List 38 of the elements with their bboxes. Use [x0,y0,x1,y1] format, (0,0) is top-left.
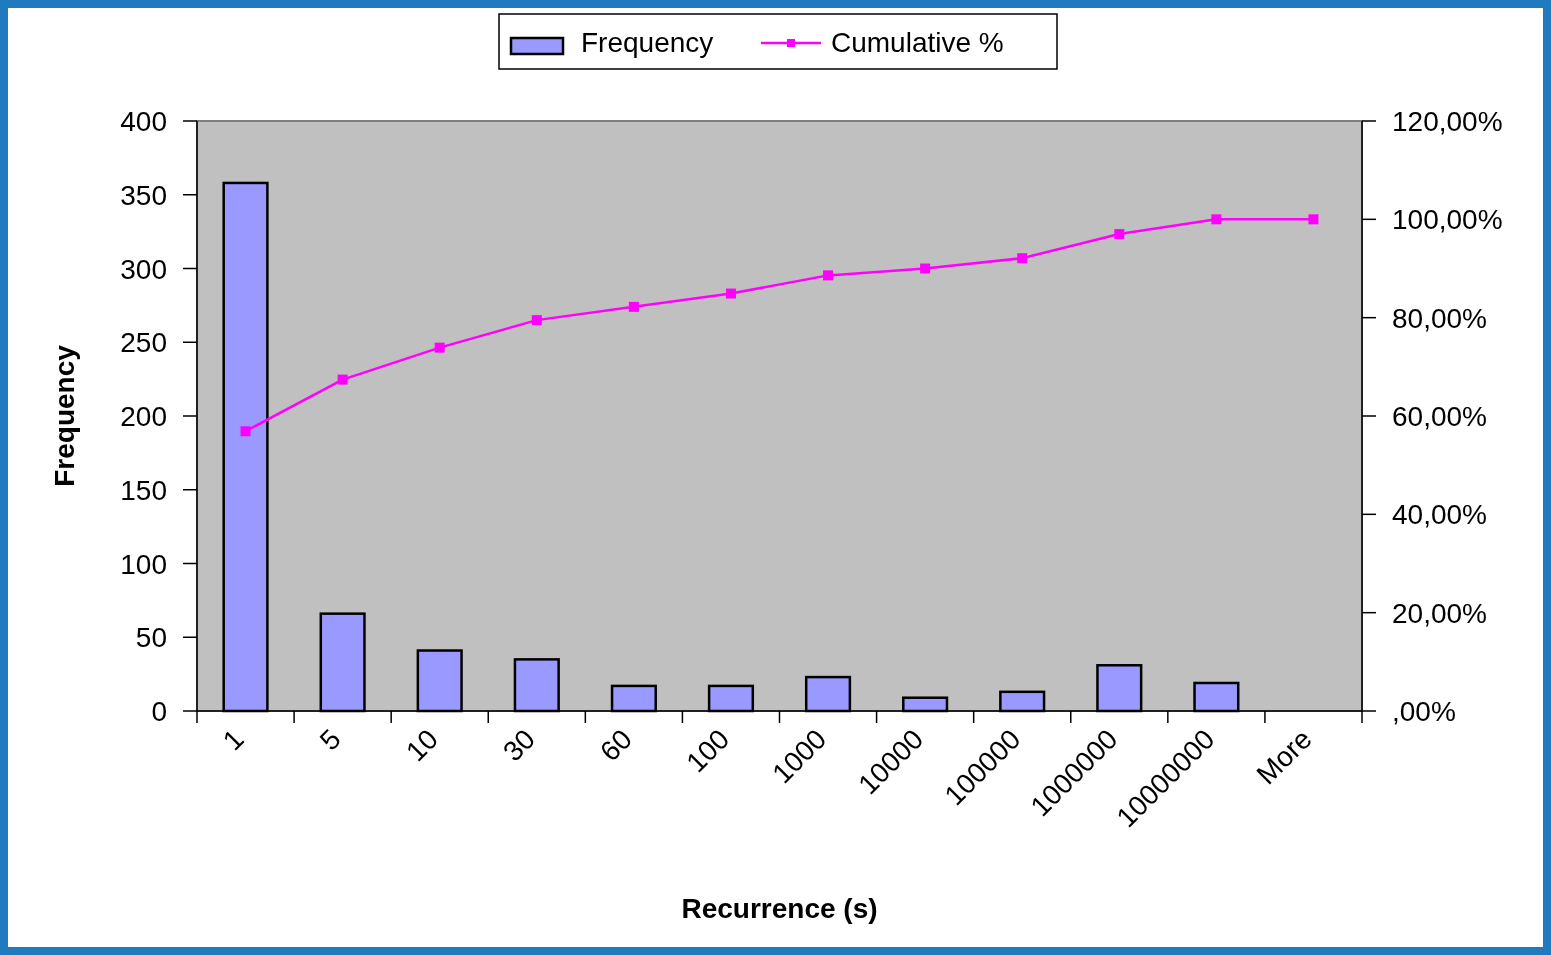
y2-tick-label: 20,00% [1392,597,1487,629]
y-tick-label: 350 [120,179,167,211]
y-tick-label: 250 [120,327,167,359]
y-axis-title: Frequency [49,344,80,487]
point [920,263,931,274]
y2-tick-label: 40,00% [1392,499,1487,531]
y-tick-label: 50 [135,622,167,654]
y-tick-label: 200 [120,401,167,432]
point [823,270,834,281]
y-tick-label: 400 [120,106,167,137]
point [1114,229,1125,240]
point [240,426,251,437]
x-tick-label: 10 [400,723,444,768]
point [1017,253,1028,264]
x-tick-label: 60 [594,723,639,768]
legend-label: Frequency [581,27,714,58]
y2-tick-label: 60,00% [1392,401,1487,432]
x-tick-label: 100 [680,723,736,779]
point [725,288,736,299]
y-tick-label: 0 [151,696,167,727]
point [628,301,639,312]
point [531,315,542,326]
x-tick-label: 5 [313,723,347,757]
legend-label: Cumulative % [831,27,1004,58]
y2-tick-label: 80,00% [1392,302,1487,334]
y-tick-label: 300 [120,253,167,285]
point [434,342,445,353]
y-tick-label: 100 [120,548,167,580]
x-tick-label: 30 [497,723,542,768]
y2-tick-label: 100,00% [1392,204,1503,236]
point [1308,214,1319,225]
x-tick-label: 1 [216,723,250,757]
point [1211,214,1222,225]
point [337,374,348,385]
y-tick-label: 150 [120,474,167,506]
x-axis-title: Recurrence (s) [681,893,878,924]
y2-tick-label: 120,00% [1392,106,1503,137]
y2-tick-label: ,00% [1392,696,1456,727]
